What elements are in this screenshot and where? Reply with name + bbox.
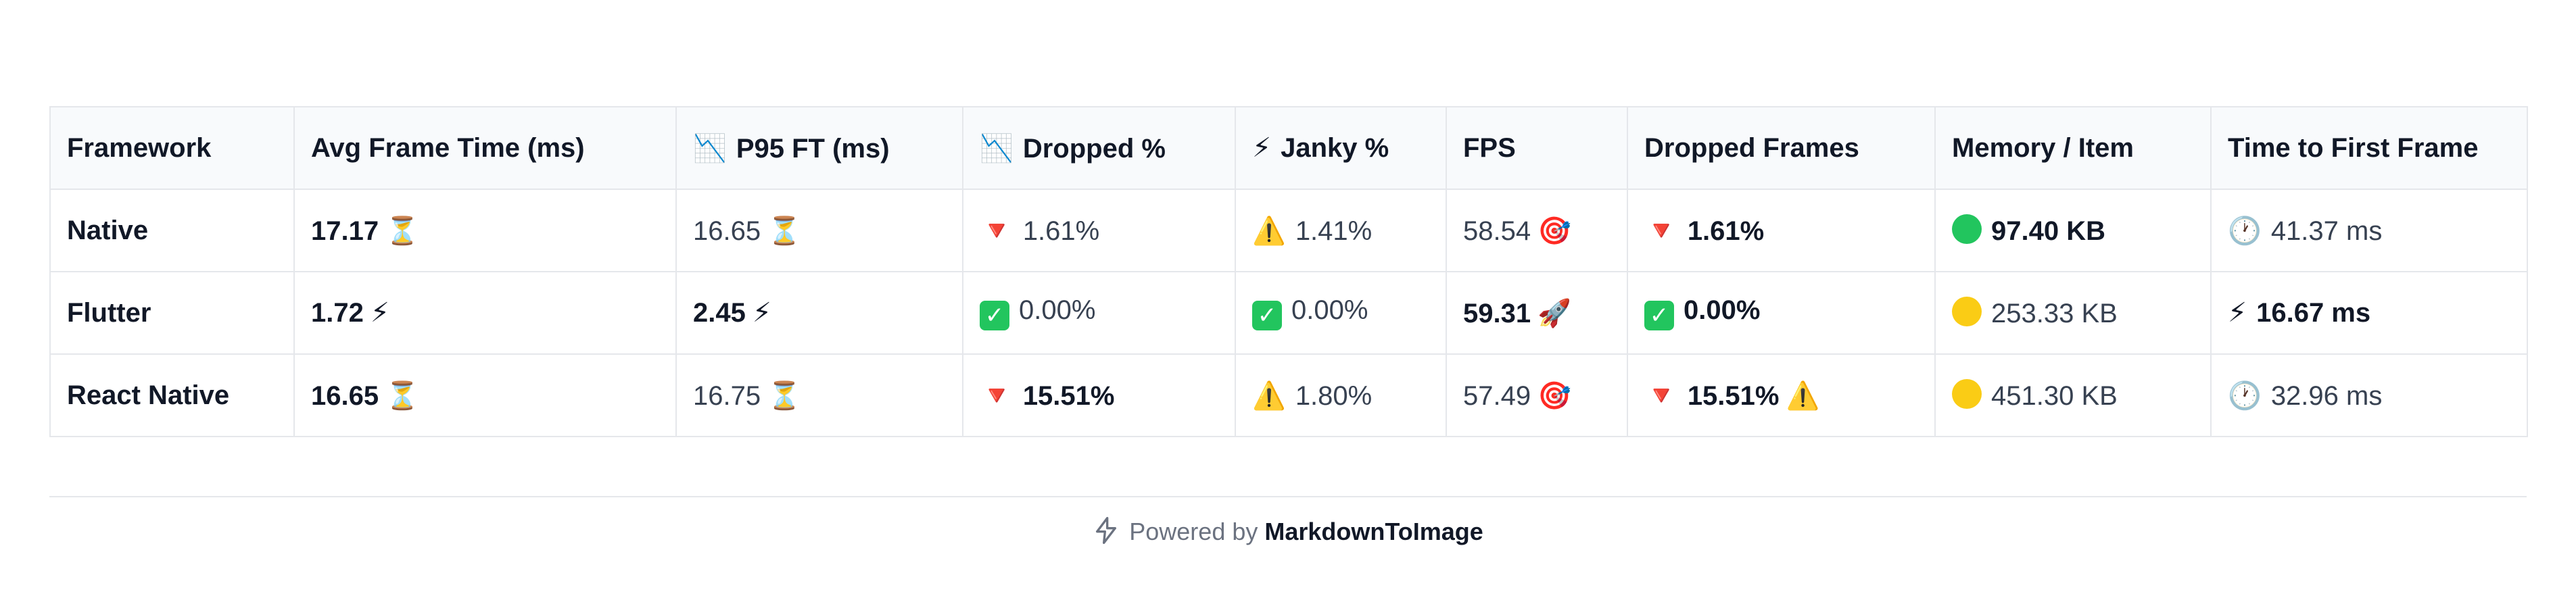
- header-memory: Memory / Item: [1934, 106, 2212, 190]
- lightning-icon: ⚡: [2228, 297, 2247, 328]
- hourglass-icon: ⏳: [767, 380, 801, 412]
- cell-ttff: 🕐 32.96 ms: [2210, 353, 2528, 437]
- header-ttff: Time to First Frame: [2210, 106, 2528, 190]
- warning-icon: ⚠️: [1252, 380, 1286, 412]
- header-avg-frame-time: Avg Frame Time (ms): [293, 106, 677, 190]
- benchmark-table: Framework Avg Frame Time (ms) 📉 P95 FT (m…: [49, 106, 2528, 437]
- cell-janky: ✓ 0.00%: [1235, 271, 1447, 355]
- target-icon: 🎯: [1537, 215, 1571, 247]
- cell-janky: ⚠️ 1.80%: [1235, 353, 1447, 437]
- yellow-circle-icon: [1952, 297, 1982, 326]
- cell-p95: 16.75 ⏳: [675, 353, 963, 437]
- chart-down-icon: 📉: [693, 132, 727, 164]
- header-janky: ⚡ Janky %: [1235, 106, 1447, 190]
- red-triangle-down-icon: 🔻: [980, 215, 1013, 247]
- cell-dropped-frames: ✓ 0.00%: [1627, 271, 1936, 355]
- table-row: Flutter 1.72 ⚡ 2.45 ⚡ ✓ 0.00% ✓ 0.00% 59.31 🚀…: [49, 271, 2528, 355]
- cell-janky: ⚠️ 1.41%: [1235, 189, 1447, 272]
- cell-dropped-frames: 🔻 15.51% ⚠️: [1627, 353, 1936, 437]
- cell-memory: 253.33 KB: [1934, 271, 2212, 355]
- target-icon: 🎯: [1537, 380, 1571, 412]
- cell-p95: 2.45 ⚡: [675, 271, 963, 355]
- warning-icon: ⚠️: [1786, 380, 1820, 412]
- check-icon: ✓: [1252, 301, 1282, 330]
- cell-avg-frame-time: 1.72 ⚡: [293, 271, 677, 355]
- cell-memory: 97.40 KB: [1934, 189, 2212, 272]
- header-row: Framework Avg Frame Time (ms) 📉 P95 FT (m…: [49, 106, 2528, 190]
- cell-p95: 16.65 ⏳: [675, 189, 963, 272]
- header-dropped-frames: Dropped Frames: [1627, 106, 1936, 190]
- yellow-circle-icon: [1952, 379, 1982, 409]
- hourglass-icon: ⏳: [385, 380, 419, 412]
- clock-icon: 🕐: [2228, 215, 2262, 247]
- cell-ttff: 🕐 41.37 ms: [2210, 189, 2528, 272]
- red-triangle-down-icon: 🔻: [1644, 380, 1678, 412]
- red-triangle-down-icon: 🔻: [980, 380, 1013, 412]
- cell-framework: React Native: [49, 353, 295, 437]
- hourglass-icon: ⏳: [767, 215, 801, 247]
- green-circle-icon: [1952, 214, 1982, 244]
- footer-prefix: Powered by: [1129, 518, 1258, 545]
- hourglass-icon: ⏳: [385, 215, 419, 247]
- benchmark-table-wrapper: Framework Avg Frame Time (ms) 📉 P95 FT (m…: [49, 106, 2528, 437]
- lightning-icon: ⚡: [370, 297, 389, 328]
- table-row: Native 17.17 ⏳ 16.65 ⏳ 🔻 1.61% ⚠️ 1.41% 58.5…: [49, 189, 2528, 272]
- cell-dropped-pct: ✓ 0.00%: [962, 271, 1236, 355]
- red-triangle-down-icon: 🔻: [1644, 215, 1678, 247]
- check-icon: ✓: [1644, 301, 1674, 330]
- cell-ttff: ⚡ 16.67 ms: [2210, 271, 2528, 355]
- cell-dropped-frames: 🔻 1.61%: [1627, 189, 1936, 272]
- cell-dropped-pct: 🔻 15.51%: [962, 353, 1236, 437]
- cell-fps: 57.49 🎯: [1446, 353, 1628, 437]
- cell-framework: Flutter: [49, 271, 295, 355]
- clock-icon: 🕐: [2228, 380, 2262, 412]
- header-fps: FPS: [1446, 106, 1628, 190]
- footer-brand-link[interactable]: MarkdownToImage: [1264, 518, 1483, 545]
- lightning-outline-icon: [1096, 517, 1117, 544]
- header-framework: Framework: [49, 106, 295, 190]
- table-row: React Native 16.65 ⏳ 16.75 ⏳ 🔻 15.51% ⚠️ 1.8…: [49, 353, 2528, 437]
- lightning-icon: ⚡: [752, 297, 771, 328]
- cell-memory: 451.30 KB: [1934, 353, 2212, 437]
- footer: Powered by MarkdownToImage: [0, 514, 2576, 550]
- cell-fps: 59.31 🚀: [1446, 271, 1628, 355]
- lightning-icon: ⚡: [1252, 132, 1272, 164]
- chart-down-icon: 📉: [980, 132, 1013, 164]
- footer-divider: [49, 496, 2527, 497]
- cell-fps: 58.54 🎯: [1446, 189, 1628, 272]
- check-icon: ✓: [980, 301, 1009, 330]
- header-dropped-pct: 📉 Dropped %: [962, 106, 1236, 190]
- cell-dropped-pct: 🔻 1.61%: [962, 189, 1236, 272]
- rocket-icon: 🚀: [1537, 297, 1571, 329]
- cell-avg-frame-time: 16.65 ⏳: [293, 353, 677, 437]
- cell-avg-frame-time: 17.17 ⏳: [293, 189, 677, 272]
- header-p95: 📉 P95 FT (ms): [675, 106, 963, 190]
- warning-icon: ⚠️: [1252, 215, 1286, 247]
- cell-framework: Native: [49, 189, 295, 272]
